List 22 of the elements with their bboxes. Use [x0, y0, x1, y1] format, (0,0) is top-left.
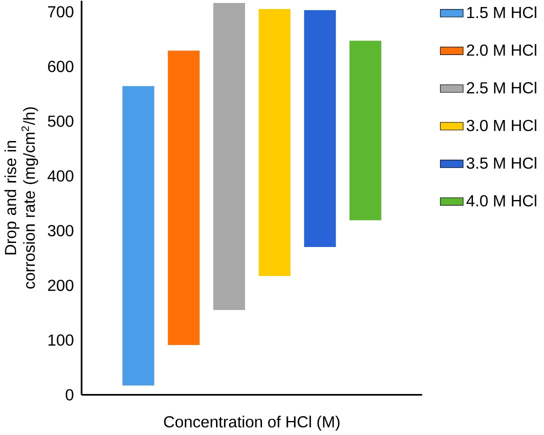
y-tick-label: 600 — [48, 60, 74, 72]
bar — [350, 40, 382, 220]
legend-label: 3.0 M HCl — [466, 119, 536, 132]
legend-label: 1.5 M HCl — [467, 6, 536, 18]
bar — [258, 8, 290, 276]
y-tick-label: 200 — [48, 280, 74, 291]
y-tick-label: 400 — [48, 170, 74, 182]
bar — [304, 10, 336, 248]
legend-label: 3.5 M HCl — [466, 157, 536, 169]
y-tick-label: 300 — [48, 224, 74, 236]
legend-label: 4.0 M HCl — [466, 194, 536, 206]
y-tick-label: 100 — [48, 334, 74, 346]
legend-label: 2.0 M HCl — [466, 44, 536, 56]
y-tick-label: 700 — [48, 6, 74, 18]
y-tick-label: 500 — [48, 115, 74, 127]
legend-label: 2.5 M HCl — [466, 82, 536, 94]
bar — [213, 2, 246, 310]
y-tick-label: 0 — [66, 389, 74, 400]
bar — [122, 86, 154, 386]
x-axis-title: Concentration of HCl (M) — [164, 416, 340, 431]
bar — [168, 50, 200, 345]
y-axis-title: Drop and rise in corrosion rate (mg/cm$^{2}$/h) — [4, 107, 38, 289]
